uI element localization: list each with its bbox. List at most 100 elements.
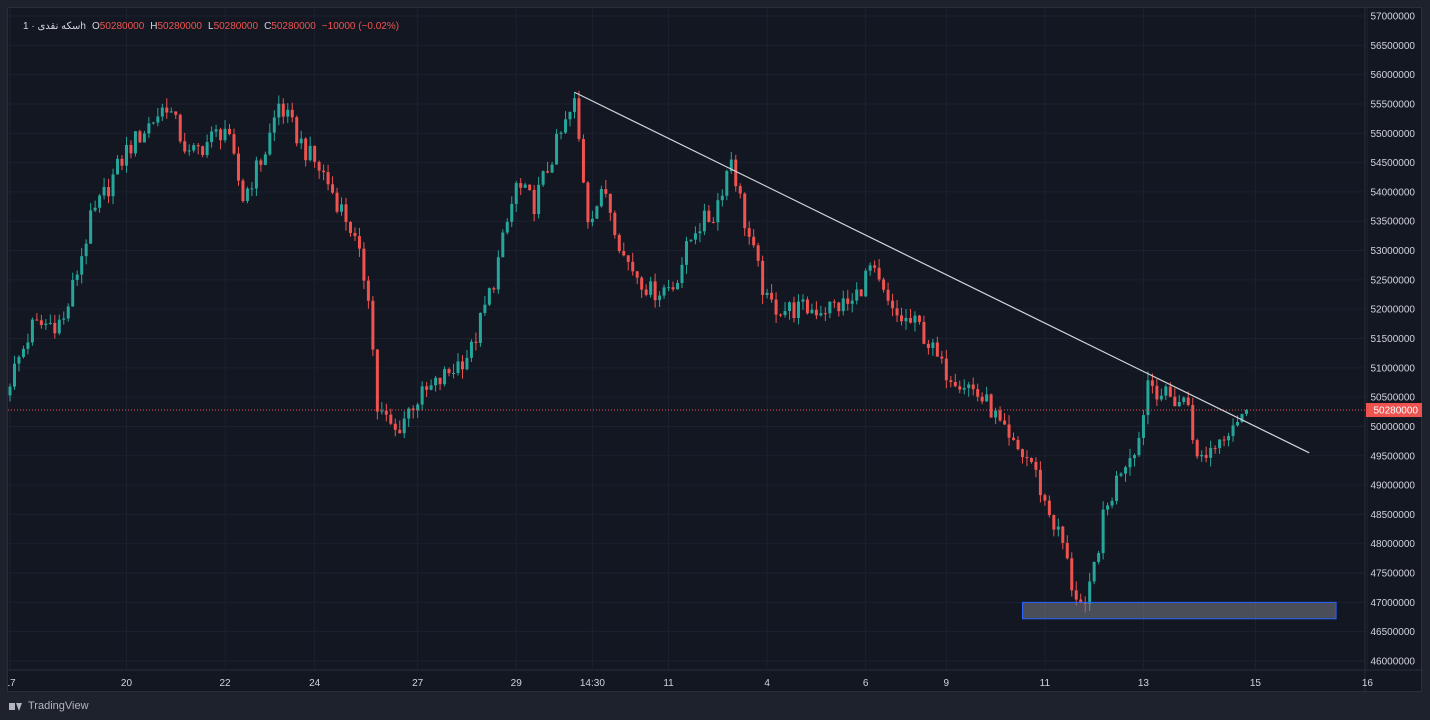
candle-body xyxy=(577,98,581,140)
price-chart[interactable]: 57000000 56500000 56000000 55500000 55000000… xyxy=(8,8,1423,693)
candle-body xyxy=(1173,396,1177,407)
candle-body xyxy=(1088,581,1092,604)
candle-body xyxy=(926,343,930,349)
brand-name: TradingView xyxy=(28,700,89,712)
candle-body xyxy=(26,342,30,349)
candle-body xyxy=(89,210,93,244)
candle-body xyxy=(39,320,43,326)
candle-body xyxy=(465,357,469,370)
price-tick-label: 51000000 xyxy=(1371,363,1416,374)
price-tick-label: 48000000 xyxy=(1371,539,1416,550)
time-tick-label: 14:30 xyxy=(580,678,605,689)
candle-body xyxy=(877,267,881,280)
candle-body xyxy=(1061,526,1065,543)
candle-body xyxy=(510,203,514,222)
candle-body xyxy=(375,349,379,412)
candle-body xyxy=(429,385,433,390)
candle-body xyxy=(922,321,926,344)
candle-body xyxy=(635,271,639,278)
candle-body xyxy=(967,384,971,388)
candle-body xyxy=(846,298,850,304)
candle-body xyxy=(814,309,818,316)
candle-body xyxy=(286,109,290,117)
candle-body xyxy=(183,141,187,152)
candle-body xyxy=(1155,385,1159,400)
candle-body xyxy=(756,245,760,261)
candle-body xyxy=(501,232,505,258)
candle-body xyxy=(434,377,438,386)
candle-body xyxy=(416,404,420,411)
candle-body xyxy=(111,174,115,197)
last-price-badge xyxy=(1366,403,1422,418)
candle-body xyxy=(604,189,608,194)
candle-body xyxy=(98,195,102,208)
candle-body xyxy=(729,159,733,171)
candle-body xyxy=(1020,449,1024,458)
candle-body xyxy=(447,369,451,374)
candle-body xyxy=(366,280,370,301)
candle-body xyxy=(519,183,523,188)
candle-body xyxy=(250,188,254,190)
candle-body xyxy=(823,313,827,315)
chart-panel[interactable]: 57000000 56500000 56000000 55500000 55000000… xyxy=(7,7,1423,693)
candle-body xyxy=(48,322,52,324)
candle-body xyxy=(653,281,657,301)
candle-body xyxy=(487,288,491,305)
candle-body xyxy=(322,170,326,173)
candle-body xyxy=(241,180,245,202)
candle-body xyxy=(165,107,169,113)
candle-body xyxy=(474,341,478,343)
candle-body xyxy=(649,281,653,295)
open-value: 50280000 xyxy=(99,21,145,32)
trend-line[interactable] xyxy=(574,91,1310,454)
candle-body xyxy=(819,313,823,316)
candle-body xyxy=(371,300,375,350)
candle-body xyxy=(268,132,272,155)
candle-body xyxy=(971,384,975,390)
candle-body xyxy=(1043,495,1047,501)
time-tick-label: 17 xyxy=(8,678,16,689)
candle-body xyxy=(277,103,281,118)
candle-body xyxy=(53,322,57,334)
candle-body xyxy=(581,139,585,183)
candle-body xyxy=(245,188,249,202)
time-tick-label: 29 xyxy=(511,678,523,689)
candle-body xyxy=(841,298,845,312)
candle-body xyxy=(393,423,397,430)
candle-body xyxy=(142,133,146,143)
time-tick-label: 4 xyxy=(764,678,770,689)
candle-body xyxy=(626,255,630,262)
last-price-label: 50280000 xyxy=(1374,406,1419,417)
candle-body xyxy=(734,159,738,187)
candle-body xyxy=(129,144,133,154)
candle-body xyxy=(859,289,863,297)
low-value: 50280000 xyxy=(213,21,259,32)
candle-body xyxy=(1079,599,1083,603)
candle-body xyxy=(962,387,966,390)
candle-body xyxy=(944,358,948,381)
candle-body xyxy=(1137,437,1141,456)
footer[interactable]: TradingView xyxy=(9,698,89,714)
candle-body xyxy=(644,289,648,295)
candle-body xyxy=(904,317,908,322)
candle-body xyxy=(214,129,218,132)
candle-body xyxy=(93,207,97,211)
candle-body xyxy=(658,295,662,301)
candle-body xyxy=(84,243,88,257)
price-tick-label: 51500000 xyxy=(1371,334,1416,345)
candle-body xyxy=(304,138,308,161)
candle-body xyxy=(886,289,890,301)
demand-zone-rectangle[interactable] xyxy=(1021,601,1337,620)
candle-body xyxy=(523,184,527,188)
time-tick-label: 11 xyxy=(1040,678,1051,689)
time-tick-label: 11 xyxy=(663,678,674,689)
candle-body xyxy=(402,418,406,434)
candle-body xyxy=(747,228,751,237)
change-value: −10000 (−0.02%) xyxy=(321,21,400,32)
candle-body xyxy=(998,410,1002,421)
candle-body xyxy=(532,189,536,215)
candle-body xyxy=(317,161,321,171)
candle-body xyxy=(120,158,124,166)
candle-body xyxy=(420,386,424,405)
candle-body xyxy=(299,138,303,144)
